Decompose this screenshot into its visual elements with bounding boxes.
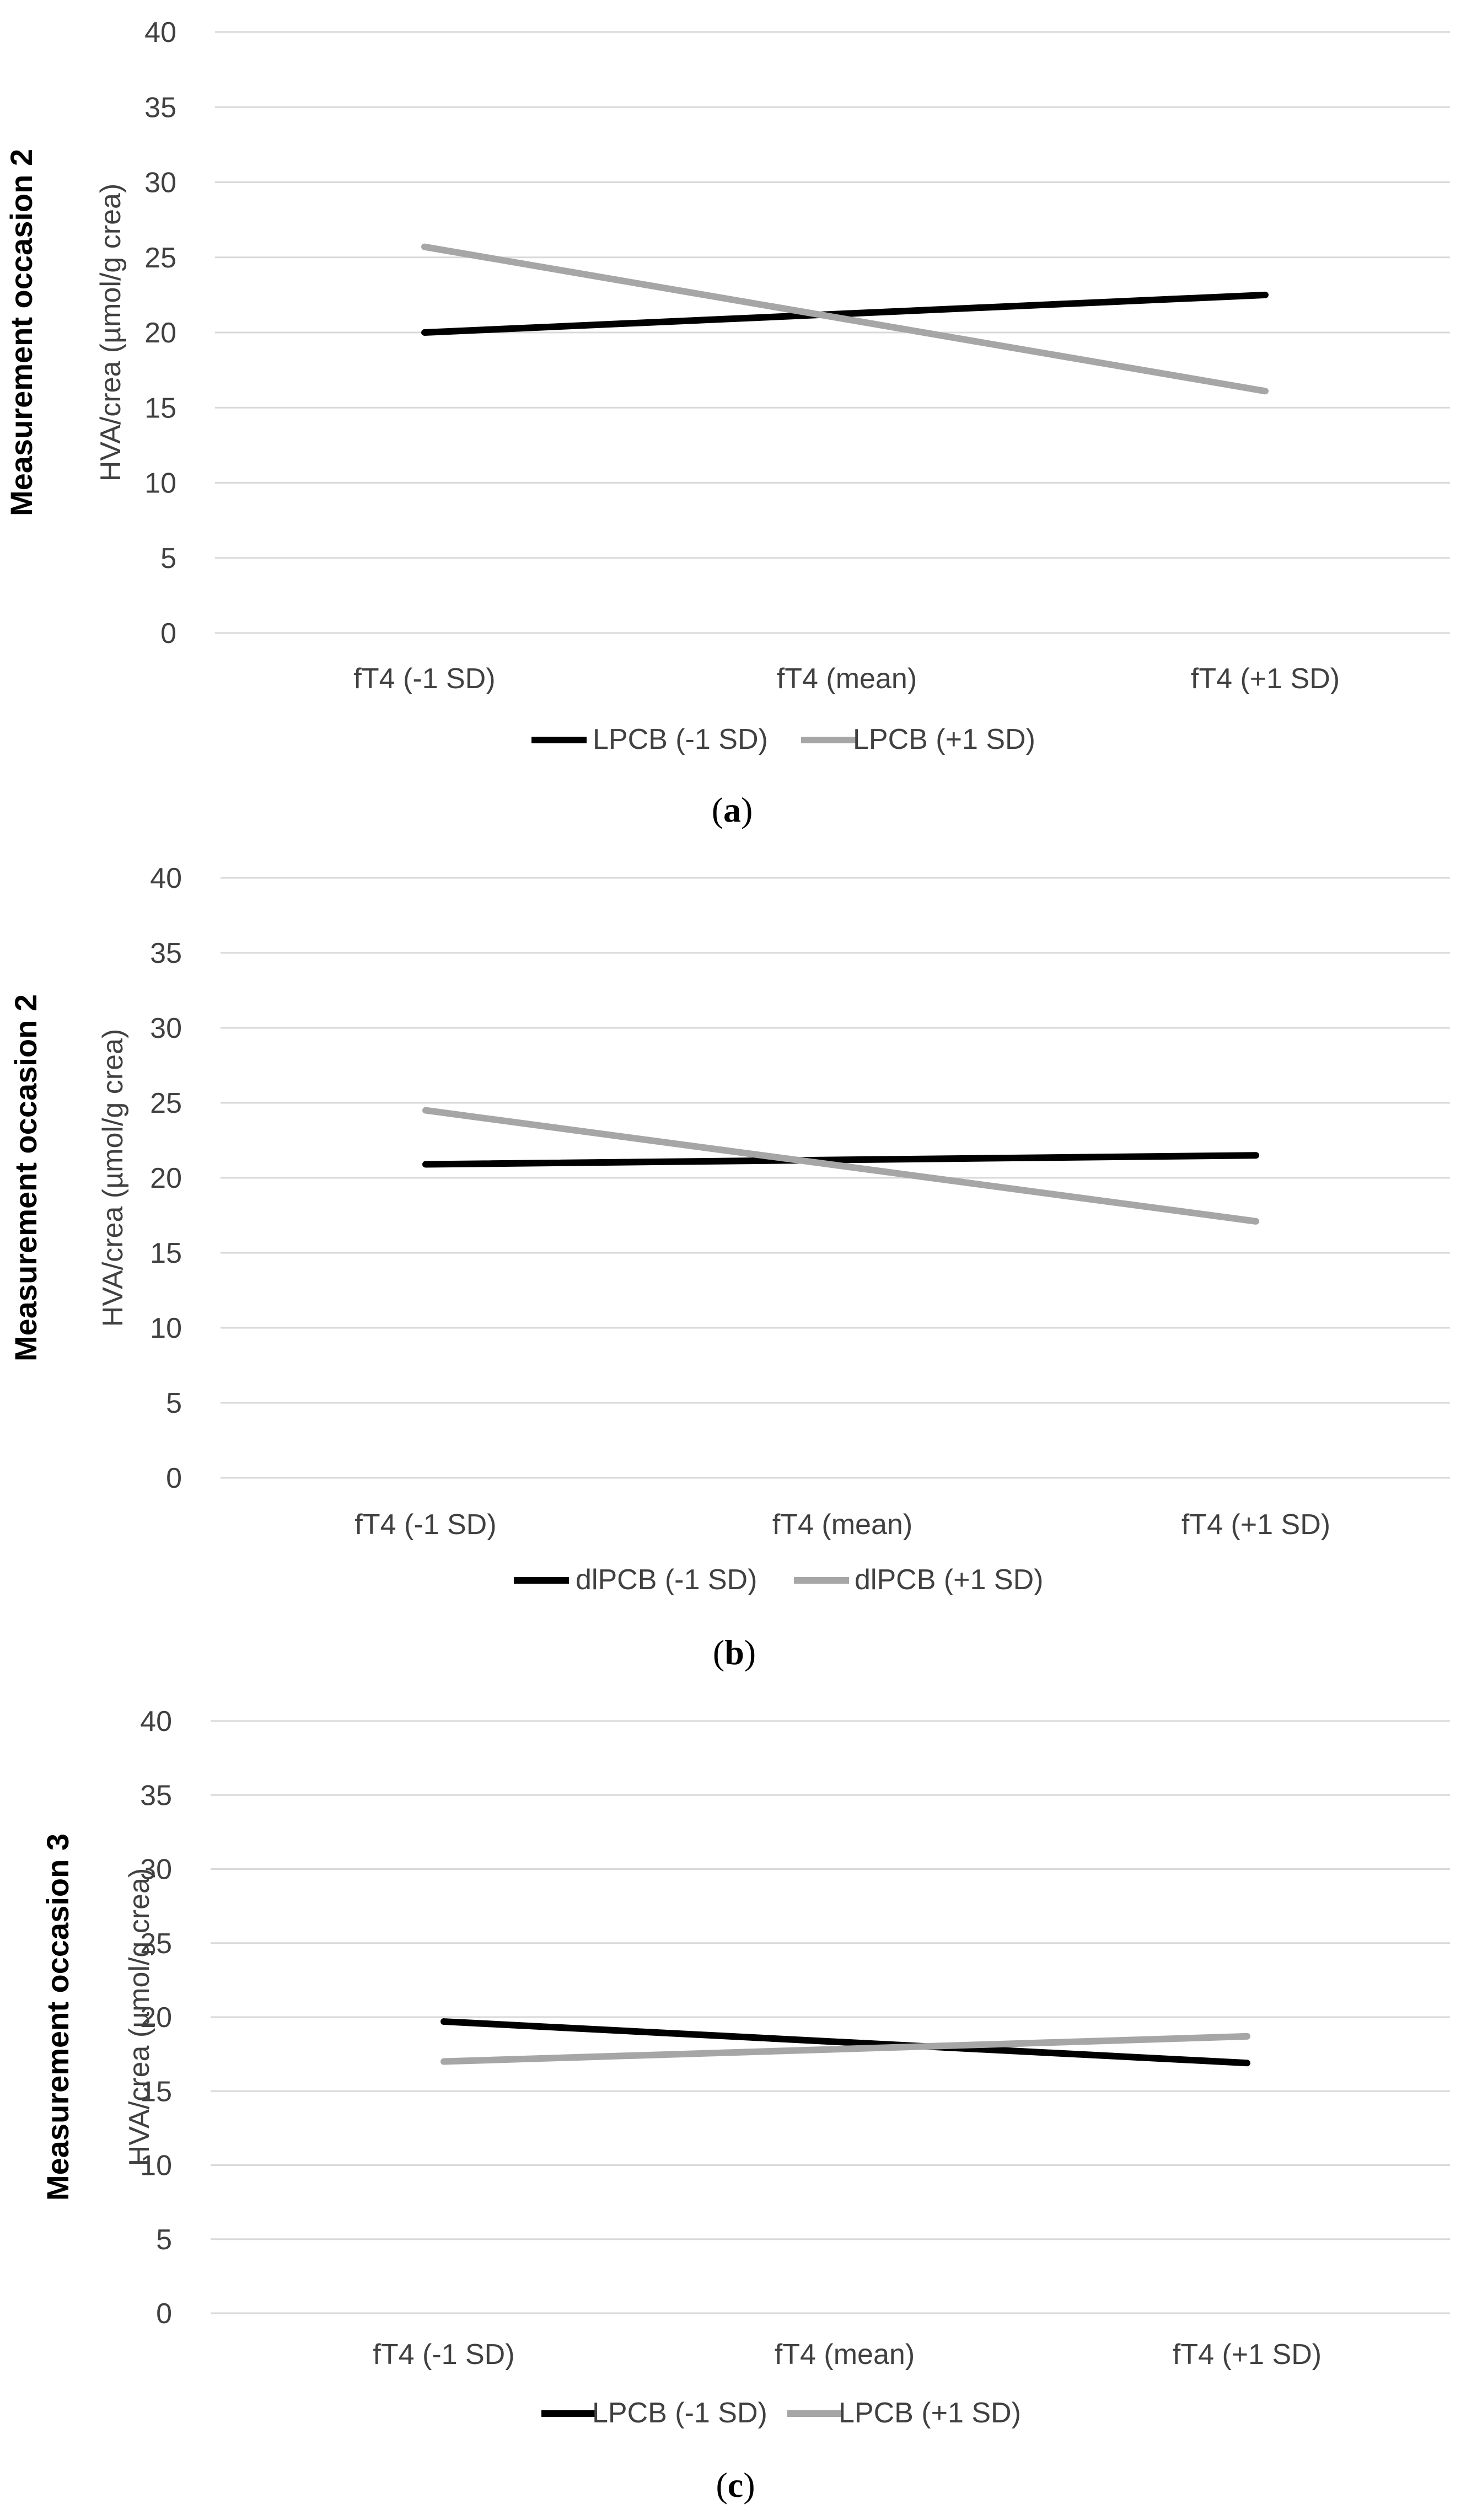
y-tick-label: 0: [160, 618, 176, 650]
legend: LPCB (-1 SD) LPCB (+1 SD): [531, 723, 1035, 755]
caption-open: (: [713, 1633, 724, 1672]
x-tick-label: fT4 (mean): [777, 663, 917, 695]
series-line-plus-1sd: [441, 2033, 1250, 2065]
y-axis-title: HVA/crea (µmol/g crea): [97, 1029, 129, 1327]
x-tick-label: fT4 (+1 SD): [1191, 663, 1340, 695]
legend-label: LPCB (+1 SD): [839, 2397, 1021, 2429]
chart-panel-c: 0 5 10 15 20 25 30 35 40 fT4 (-1 SD) fT4 (mean) fT4…: [40, 1706, 1450, 2505]
series-line-plus-1sd: [421, 243, 1269, 395]
y-tick-label: 25: [144, 242, 176, 274]
y-tick-label: 30: [144, 167, 176, 199]
chart-panel-b: 0 5 10 15 20 25 30 35 40 fT4 (-1 SD) fT4 (mean) fT4…: [8, 862, 1450, 1672]
y-tick-label: 35: [150, 937, 182, 969]
x-tick-label: fT4 (mean): [772, 1509, 912, 1541]
y-tick-label: 25: [150, 1087, 182, 1119]
caption-close: ): [744, 1633, 756, 1672]
panel-caption: (a): [712, 790, 753, 829]
y-tick-label: 15: [144, 392, 176, 424]
series-line-minus-1sd: [441, 2018, 1250, 2067]
y-tick-label: 25: [140, 1928, 172, 1960]
y-tick-label: 35: [140, 1779, 172, 1811]
y-tick-label: 10: [140, 2150, 172, 2182]
y-tick-label: 10: [144, 468, 176, 500]
y-tick-label: 15: [140, 2076, 172, 2108]
y-tick-label: 20: [144, 317, 176, 349]
x-tick-label: fT4 (+1 SD): [1173, 2339, 1322, 2371]
legend-label: LPCB (-1 SD): [592, 2397, 767, 2429]
y-tick-label: 40: [144, 17, 176, 49]
legend: LPCB (-1 SD) LPCB (+1 SD): [541, 2397, 1021, 2429]
y-tick-label: 30: [150, 1012, 182, 1044]
y-tick-label: 0: [166, 1462, 182, 1494]
measurement-occasion-label: Measurement occasion 3: [40, 1833, 75, 2201]
legend-label: dlPCB (+1 SD): [855, 1564, 1043, 1596]
caption-open: (: [716, 2465, 727, 2505]
legend: dlPCB (-1 SD) dlPCB (+1 SD): [514, 1564, 1043, 1596]
x-tick-label: fT4 (-1 SD): [373, 2339, 514, 2371]
caption-letter: c: [728, 2465, 743, 2505]
measurement-occasion-label: Measurement occasion 2: [4, 149, 39, 516]
series-line-plus-1sd: [422, 1107, 1259, 1225]
panel-caption: (b): [713, 1633, 756, 1672]
y-tick-label: 30: [140, 1854, 172, 1886]
measurement-occasion-label: Measurement occasion 2: [8, 994, 43, 1361]
legend-label: LPCB (+1 SD): [853, 723, 1035, 755]
caption-close: ): [741, 790, 753, 829]
x-tick-label: fT4 (+1 SD): [1181, 1509, 1330, 1541]
y-tick-label: 35: [144, 92, 176, 124]
legend-label: LPCB (-1 SD): [593, 723, 768, 755]
caption-open: (: [712, 790, 723, 829]
y-tick-label: 5: [160, 543, 176, 575]
series-line-minus-1sd: [421, 291, 1269, 336]
caption-close: ): [743, 2465, 755, 2505]
y-tick-label: 40: [140, 1706, 172, 1738]
y-tick-label: 20: [150, 1162, 182, 1194]
y-axis-title: HVA/crea (µmol/g crea): [123, 1868, 155, 2166]
caption-letter: a: [723, 790, 741, 829]
y-tick-label: 5: [156, 2224, 172, 2256]
panel-caption: (c): [716, 2465, 755, 2505]
y-tick-label: 15: [150, 1237, 182, 1269]
y-tick-label: 40: [150, 862, 182, 894]
x-tick-label: fT4 (mean): [775, 2339, 915, 2371]
series-line-minus-1sd: [422, 1152, 1259, 1168]
legend-label: dlPCB (-1 SD): [576, 1564, 757, 1596]
y-tick-label: 20: [140, 2002, 172, 2034]
y-tick-label: 10: [150, 1312, 182, 1344]
caption-letter: b: [724, 1633, 744, 1672]
y-axis-title: HVA/crea (µmol/g crea): [95, 184, 127, 481]
y-tick-label: 0: [156, 2298, 172, 2330]
x-tick-label: fT4 (-1 SD): [354, 1509, 496, 1541]
chart-panel-a: 0 5 10 15 20 25 30 35 40 fT4 (-1 SD) fT4 (mean) fT4…: [4, 17, 1450, 829]
y-tick-label: 5: [166, 1387, 182, 1419]
x-tick-label: fT4 (-1 SD): [353, 663, 495, 695]
